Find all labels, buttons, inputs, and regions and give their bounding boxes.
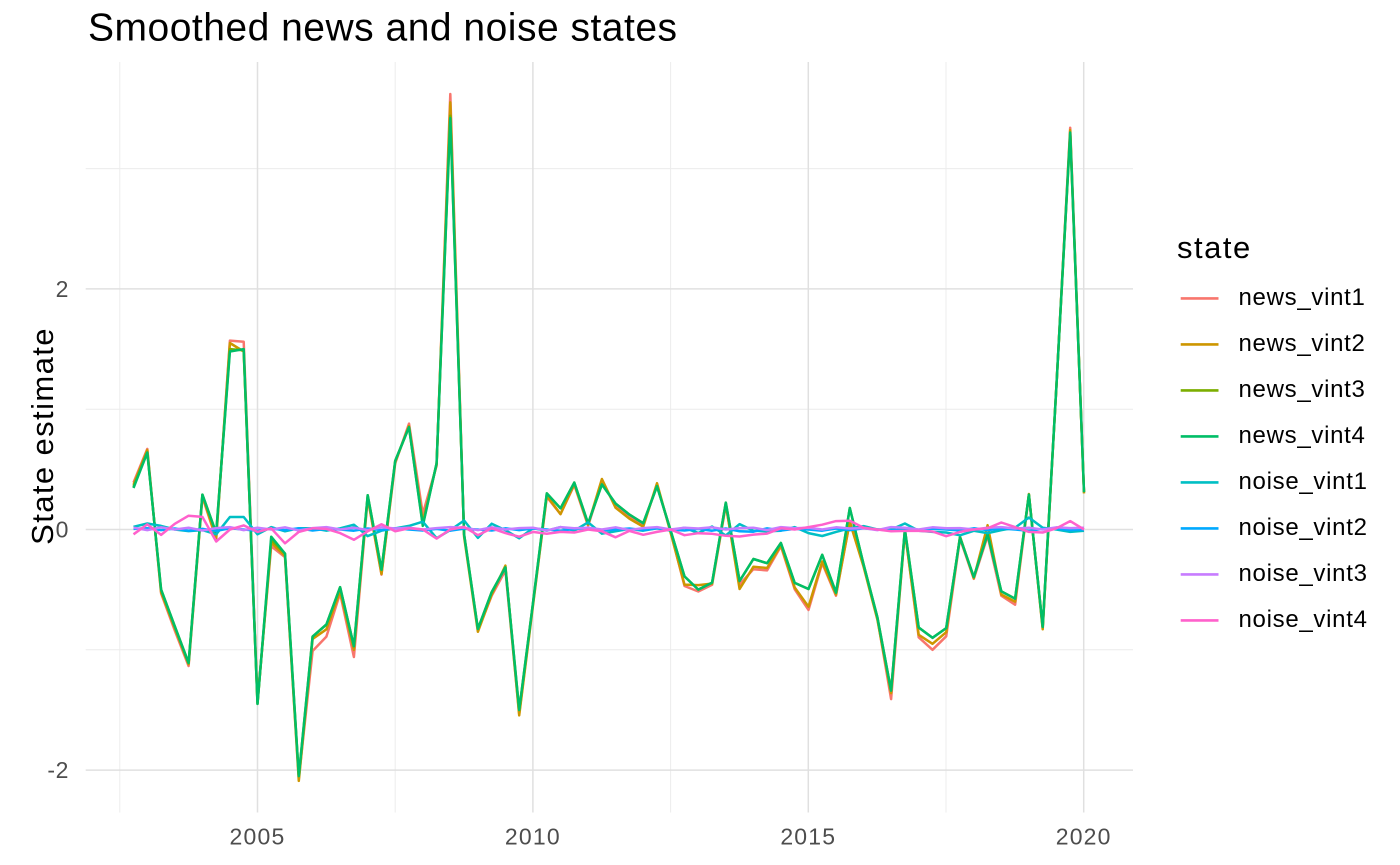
svg-text:2010: 2010: [505, 824, 561, 850]
svg-text:news_vint4: news_vint4: [1239, 422, 1366, 449]
svg-text:-2: -2: [47, 757, 69, 783]
svg-text:2005: 2005: [230, 824, 286, 850]
svg-text:2: 2: [56, 276, 69, 302]
svg-text:noise_vint2: noise_vint2: [1239, 514, 1368, 541]
svg-text:2020: 2020: [1056, 824, 1112, 850]
svg-text:noise_vint3: noise_vint3: [1239, 560, 1368, 587]
svg-text:news_vint2: news_vint2: [1239, 330, 1366, 357]
svg-text:Smoothed news and noise states: Smoothed news and noise states: [88, 7, 678, 50]
svg-text:State estimate: State estimate: [25, 327, 60, 545]
svg-text:noise_vint4: noise_vint4: [1239, 606, 1368, 633]
svg-text:2015: 2015: [780, 824, 836, 850]
svg-text:state: state: [1177, 230, 1252, 265]
svg-text:news_vint1: news_vint1: [1239, 284, 1366, 311]
svg-text:noise_vint1: noise_vint1: [1239, 468, 1368, 495]
svg-text:news_vint3: news_vint3: [1239, 376, 1366, 403]
svg-text:0: 0: [56, 517, 69, 543]
